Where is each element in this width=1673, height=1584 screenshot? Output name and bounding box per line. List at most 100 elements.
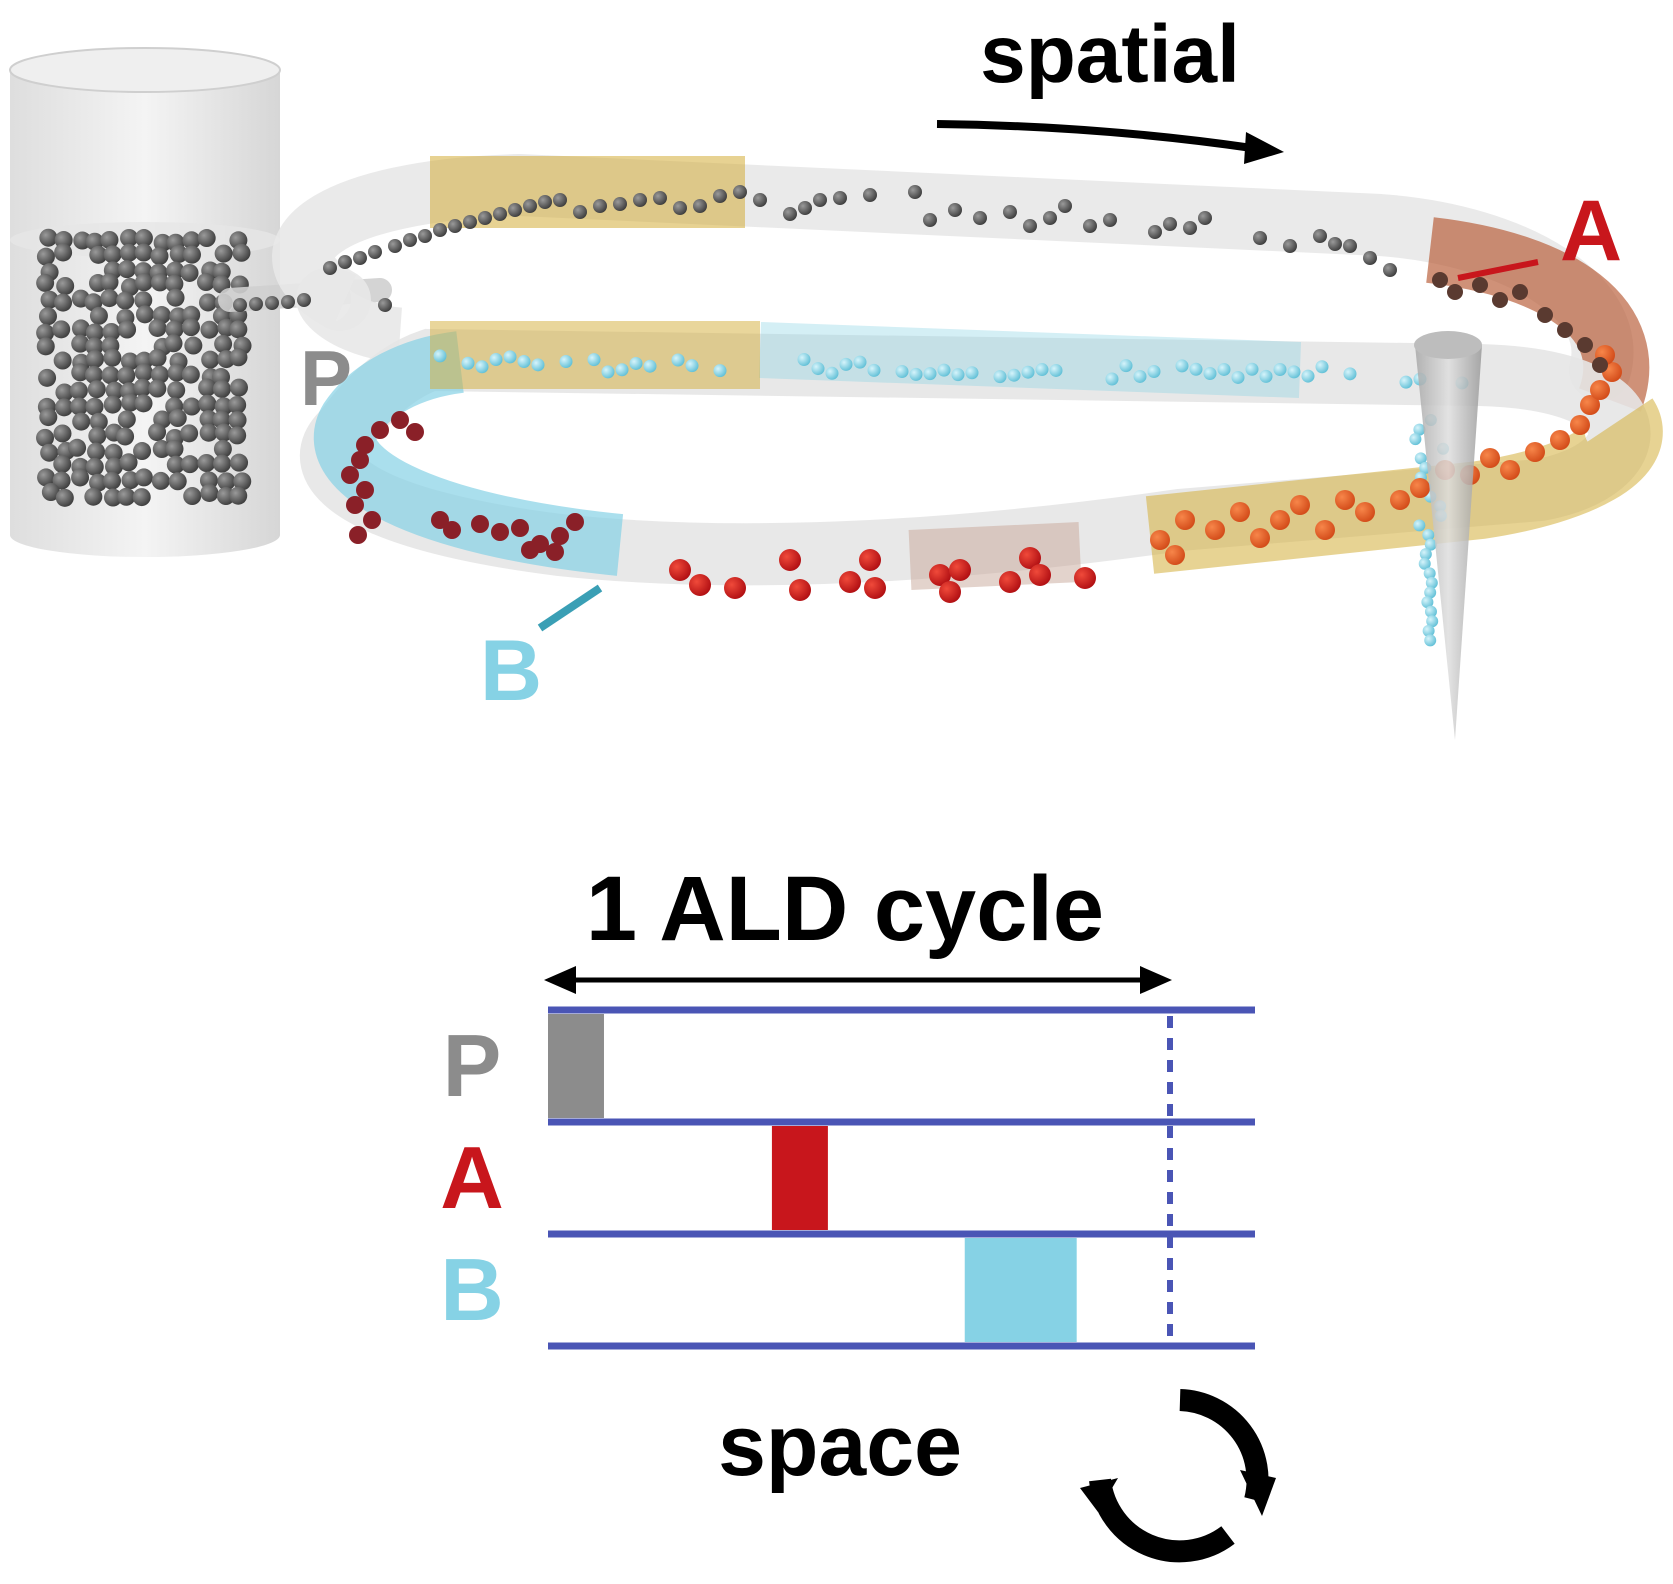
precursor-ball bbox=[228, 426, 247, 445]
orange-precursor-ball bbox=[1270, 510, 1290, 530]
gray-precursor-ball bbox=[1363, 251, 1377, 265]
precursor-ball bbox=[119, 243, 138, 262]
precursor-ball bbox=[85, 337, 104, 356]
cyan-precursor-ball bbox=[1315, 360, 1329, 374]
orange-precursor-ball bbox=[1480, 448, 1500, 468]
precursor-ball bbox=[198, 378, 217, 397]
gray-precursor-ball bbox=[673, 201, 687, 215]
precursor-ball bbox=[212, 379, 231, 398]
precursor-ball bbox=[69, 381, 88, 400]
precursor-ball bbox=[55, 398, 74, 417]
precursor-ball bbox=[36, 428, 55, 447]
orange-precursor-ball bbox=[1410, 478, 1430, 498]
gray-precursor-ball bbox=[368, 245, 382, 259]
cyan-precursor-ball bbox=[1343, 367, 1357, 381]
dark-red-precursor-ball bbox=[391, 411, 409, 429]
precursor-ball bbox=[41, 483, 60, 502]
cyan-precursor-ball bbox=[1419, 548, 1432, 561]
orange-precursor-ball bbox=[1550, 430, 1570, 450]
gray-precursor-ball bbox=[908, 185, 922, 199]
precursor-ball bbox=[53, 455, 72, 474]
cyan-precursor-ball bbox=[1424, 538, 1437, 551]
gray-precursor-ball bbox=[1383, 263, 1397, 277]
precursor-ball bbox=[38, 368, 57, 387]
cyan-precursor-ball bbox=[825, 366, 839, 380]
red-precursor-ball bbox=[1074, 567, 1096, 589]
precursor-ball bbox=[71, 468, 90, 487]
precursor-ball bbox=[182, 397, 201, 416]
precursor-ball bbox=[120, 352, 139, 371]
gray-precursor-ball bbox=[1043, 211, 1057, 225]
gray-precursor-ball bbox=[538, 195, 552, 209]
precursor-ball bbox=[89, 245, 108, 264]
precursor-ball bbox=[89, 412, 108, 431]
gray-precursor-ball bbox=[1328, 237, 1342, 251]
gray-precursor-ball bbox=[233, 298, 247, 312]
precursor-ball bbox=[103, 348, 122, 367]
precursor-ball bbox=[54, 293, 73, 312]
precursor-ball bbox=[232, 243, 251, 262]
precursor-ball bbox=[40, 443, 59, 462]
cyan-precursor-ball bbox=[1119, 359, 1133, 373]
cyan-precursor-ball bbox=[1259, 369, 1273, 383]
gray-precursor-ball bbox=[753, 193, 767, 207]
cyan-precursor-ball bbox=[1021, 365, 1035, 379]
cyan-precursor-ball bbox=[993, 370, 1007, 384]
gray-precursor-ball bbox=[593, 199, 607, 213]
precursor-ball bbox=[40, 290, 59, 309]
precursor-ball bbox=[213, 454, 232, 473]
precursor-ball bbox=[228, 411, 247, 430]
cyan-precursor-ball bbox=[853, 355, 867, 369]
cyan-precursor-ball bbox=[1105, 372, 1119, 386]
precursor-ball bbox=[118, 320, 137, 339]
precursor-ball bbox=[134, 291, 153, 310]
exit-cone bbox=[1414, 331, 1482, 740]
precursor-ball bbox=[181, 318, 200, 337]
precursor-ball bbox=[228, 395, 247, 414]
gray-precursor-ball bbox=[948, 203, 962, 217]
gray-precursor-ball bbox=[798, 201, 812, 215]
gray-precursor-ball bbox=[653, 191, 667, 205]
red-precursor-ball bbox=[1029, 564, 1051, 586]
orange-precursor-ball bbox=[1570, 415, 1590, 435]
lower-ring bbox=[300, 321, 1663, 590]
a-zone-ball bbox=[1432, 272, 1448, 288]
cyan-precursor-ball bbox=[1409, 433, 1422, 446]
cyan-precursor-ball bbox=[615, 363, 629, 377]
gray-precursor-ball bbox=[478, 211, 492, 225]
precursor-ball bbox=[38, 307, 57, 326]
cyan-precursor-ball bbox=[1424, 634, 1437, 647]
cyan-precursor-ball bbox=[643, 359, 657, 373]
gray-precursor-ball bbox=[508, 203, 522, 217]
precursor-ball bbox=[87, 380, 106, 399]
precursor-ball bbox=[134, 363, 153, 382]
cyan-precursor-ball bbox=[1287, 365, 1301, 379]
orange-precursor-ball bbox=[1165, 545, 1185, 565]
pulse-a bbox=[771, 1126, 828, 1230]
precursor-ball bbox=[199, 423, 218, 442]
dark-red-precursor-ball bbox=[351, 451, 369, 469]
precursor-ball bbox=[85, 397, 104, 416]
cyan-precursor-ball bbox=[629, 356, 643, 370]
precursor-ball bbox=[119, 453, 138, 472]
gray-precursor-ball bbox=[553, 193, 567, 207]
cyan-precursor-ball bbox=[685, 359, 699, 373]
red-precursor-ball bbox=[779, 549, 801, 571]
orange-precursor-ball bbox=[1390, 490, 1410, 510]
gray-precursor-ball bbox=[693, 199, 707, 213]
cyan-precursor-ball bbox=[1422, 624, 1435, 637]
orange-precursor-ball bbox=[1250, 528, 1270, 548]
precursor-cylinder bbox=[9, 47, 281, 557]
cyan-precursor-ball bbox=[1175, 359, 1189, 373]
precursor-ball bbox=[134, 243, 153, 262]
cyan-precursor-ball bbox=[909, 367, 923, 381]
precursor-ball bbox=[101, 366, 120, 385]
precursor-ball bbox=[150, 365, 169, 384]
precursor-ball bbox=[53, 424, 72, 443]
cyan-precursor-ball bbox=[559, 354, 573, 368]
gray-precursor-ball bbox=[249, 297, 263, 311]
precursor-ball bbox=[164, 334, 183, 353]
precursor-ball bbox=[134, 394, 153, 413]
precursor-ball bbox=[103, 488, 122, 507]
precursor-ball bbox=[199, 410, 218, 429]
